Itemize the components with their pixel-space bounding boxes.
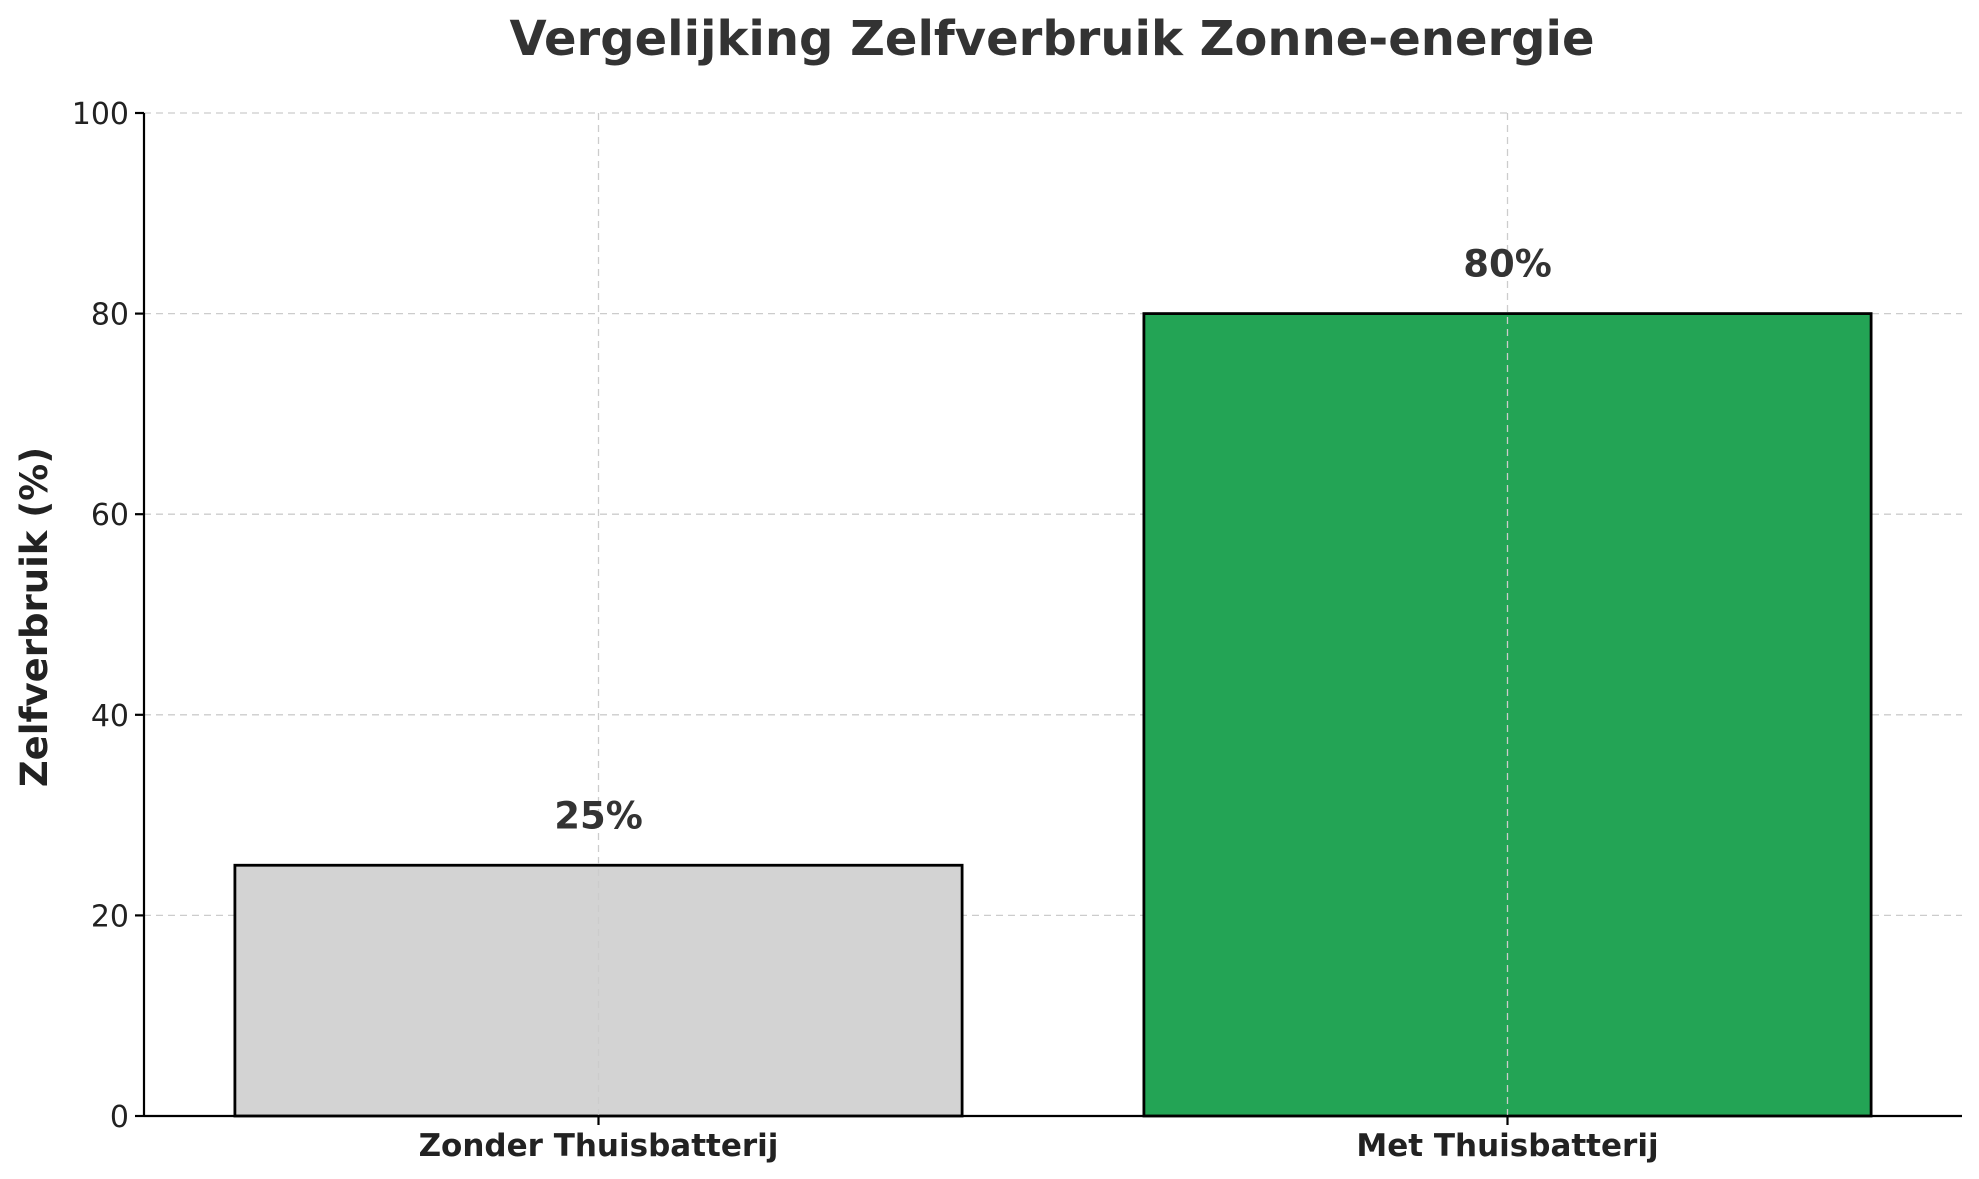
x-tick-label: Zonder Thuisbatterij <box>419 1128 779 1164</box>
ticks-layer: 0 20 40 60 80 100 Zonder Thuisbatterij Met Thui… <box>72 97 1659 1164</box>
chart-title: Vergelijking Zelfverbruik Zonne-energie <box>509 11 1594 67</box>
y-tick-label: 20 <box>91 899 129 934</box>
data-label: 25% <box>554 794 643 837</box>
y-tick-label: 100 <box>72 97 129 132</box>
y-tick-label: 80 <box>91 298 129 333</box>
y-axis-label: Zelfverbruik (%) <box>13 447 56 787</box>
y-tick-label: 60 <box>91 498 129 533</box>
y-tick-label: 40 <box>91 699 129 734</box>
data-labels-layer: 25% 80% <box>554 243 1552 838</box>
data-label: 80% <box>1463 243 1552 286</box>
x-tick-label: Met Thuisbatterij <box>1356 1128 1658 1164</box>
axes-layer <box>142 113 1962 1118</box>
y-tick-label: 0 <box>110 1100 129 1135</box>
